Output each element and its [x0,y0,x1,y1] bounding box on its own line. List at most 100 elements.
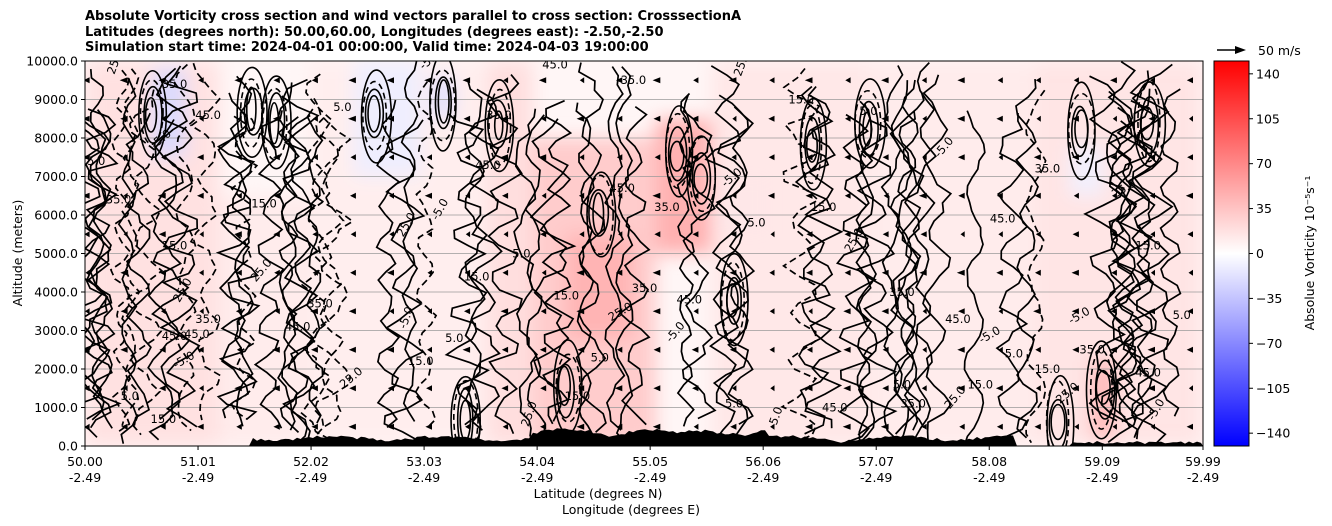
contour-label: 15.0 [788,92,814,106]
wind-vector [1148,308,1155,315]
wind-vector [541,115,547,122]
wind-vector [272,115,280,122]
wind-vector [464,269,471,276]
x-tick-label-lat: 52.02 [293,454,329,469]
wind-vector [1149,77,1155,84]
wind-vector [425,423,432,430]
wind-vector [957,154,965,161]
contour-line [217,92,251,419]
contour-line [704,65,743,441]
y-tick-label: 0.0 [58,439,78,454]
contour-label: 35.0 [1035,162,1061,176]
wind-vector [503,231,509,238]
wind-vector [960,231,965,238]
contour-line [189,62,222,421]
y-tick-label: 6000.0 [34,208,78,223]
wind-vector [767,192,775,199]
contour-loop [493,110,504,141]
wind-vector [310,308,318,315]
wind-vector [465,423,471,430]
colorbar-tick-label: −105 [1256,381,1290,396]
contour-line [464,79,489,446]
wind-vector [922,154,927,161]
wind-vector [197,154,204,161]
wind-vector [1147,385,1155,392]
wind-vector [389,308,394,315]
wind-vector [123,231,128,238]
wind-vector [844,269,851,276]
y-tick-label: 3000.0 [34,323,78,338]
contour-label: 35.0 [1079,343,1105,357]
colorbar: 140 105 70 35 0 −35 −70 −105 −140 Absolue Vortic… [1213,60,1317,447]
wind-vector [235,308,242,315]
wind-vector [1035,77,1041,84]
wind-vector [732,385,737,392]
wind-vector [769,308,775,315]
wind-vector [85,308,90,315]
wind-vector [883,192,889,199]
wind-vector [123,385,128,392]
wind-vector [882,231,889,238]
wind-vector [234,385,242,392]
wind-vector [808,115,813,122]
wind-vector [1035,231,1041,238]
x-tick-label-lat: 58.08 [971,454,1007,469]
wind-vector [881,269,889,276]
x-tick-label-lon: -2.49 [973,470,1005,485]
wind-vector [541,269,547,276]
wind-vector [997,77,1003,84]
wind-vector [350,231,356,238]
wind-vector [1147,346,1155,353]
contour-loop [664,105,694,198]
contour-loop [487,99,509,149]
contour-loop [1067,81,1096,181]
y-axis-label: Altitude (meters) [10,200,25,307]
contour-loop [362,80,388,151]
contour-line [676,92,695,427]
wind-vector [386,269,394,276]
wind-vector [502,423,509,430]
wind-vector [845,77,851,84]
wind-vector [882,154,889,161]
contour-label: 15.0 [811,200,837,214]
contour-loop [586,174,614,255]
wind-vector [881,77,889,84]
contour-line [1024,89,1047,444]
wind-vector [1109,346,1117,353]
wind-vector [770,423,775,430]
wind-vector [120,115,128,122]
wind-vector [652,269,661,276]
wind-vector [85,346,90,353]
contour-label: 5.0 [1173,308,1191,322]
contour-loop [360,69,393,164]
x-tick-label-lat: 59.09 [1084,454,1120,469]
wind-vector [1150,231,1155,238]
wind-vector [1187,231,1193,238]
contour-loop [854,89,882,159]
wind-vector [1149,192,1155,199]
wind-vector [237,115,242,122]
wind-vector [996,115,1003,122]
contour-line [712,94,754,425]
contour-line [855,100,874,441]
contour-line [159,65,201,428]
contour-line [780,67,821,446]
wind-vector [159,269,166,276]
wind-vector [273,231,280,238]
x-tick-label-lon: -2.49 [69,470,101,485]
wind-vector [1112,192,1117,199]
wind-vector [843,385,851,392]
contour-label: 45.0 [162,329,188,343]
plot-area: 25.035.045.0-5.05.015.025.035.045.0-5.05… [84,60,1204,447]
contour-label: 15.0 [408,354,434,368]
wind-vector [808,308,813,315]
wind-vector [386,423,394,430]
wind-vector [350,192,356,199]
wind-vector [652,308,661,315]
wind-vector [198,77,204,84]
wind-vector [995,385,1003,392]
wind-vector [731,154,737,161]
wind-vector [959,423,965,430]
wind-vector [652,77,661,84]
x-axis-label-line-1: Latitude (degrees N) [534,486,663,501]
